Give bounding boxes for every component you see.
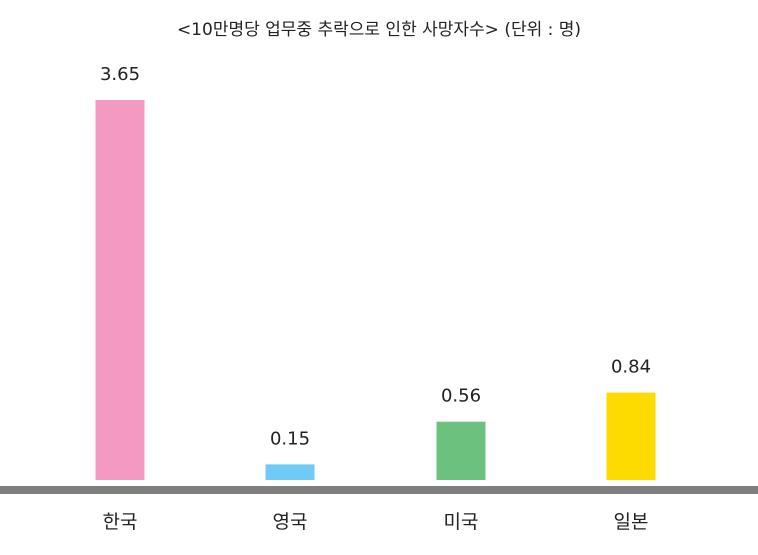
bars-group [95, 100, 656, 480]
category-label-4: 일본 [614, 511, 649, 533]
bar-2 [265, 464, 315, 480]
bar-4 [606, 392, 656, 480]
value-label-1: 3.65 [100, 64, 140, 85]
value-label-4: 0.84 [611, 357, 651, 378]
value-label-2: 0.15 [270, 428, 310, 449]
chart-title: <10만명당 업무중 추락으로 인한 사망자수> (단위 : 명) [177, 20, 581, 40]
value-labels-group: 3.65 0.15 0.56 0.84 [100, 64, 651, 449]
category-labels-group: 한국 영국 미국 일본 [103, 511, 649, 533]
x-axis-baseline [0, 486, 758, 494]
value-label-3: 0.56 [441, 386, 481, 407]
category-label-2: 영국 [273, 511, 308, 533]
category-label-1: 한국 [103, 511, 138, 533]
bar-3 [436, 421, 486, 480]
category-label-3: 미국 [444, 511, 479, 533]
bar-1 [95, 100, 145, 480]
